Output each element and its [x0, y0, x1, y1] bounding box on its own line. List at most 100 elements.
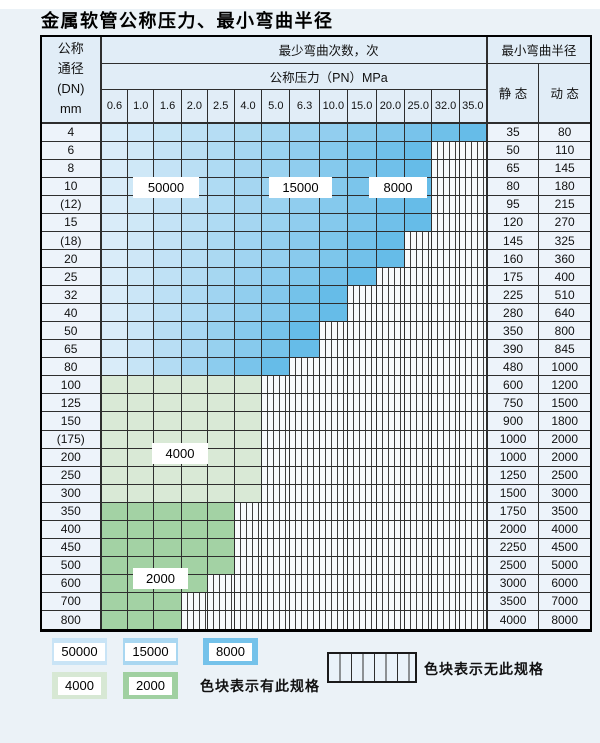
spec-cell [128, 376, 155, 395]
spec-cell [376, 141, 406, 160]
spec-cell [154, 358, 182, 377]
nospec-cell [290, 502, 320, 521]
nospec-cell [432, 376, 460, 395]
static-value-cell: 4000 [487, 610, 540, 629]
nospec-cell [262, 448, 291, 467]
spec-cell [181, 123, 208, 142]
nospec-cell [459, 538, 488, 557]
spec-cell [207, 394, 235, 413]
spec-cell [128, 358, 155, 377]
spec-cell [128, 286, 155, 305]
spec-cell [234, 213, 263, 232]
spec-cell [181, 213, 208, 232]
nospec-cell [432, 232, 460, 251]
nospec-cell [459, 556, 488, 575]
static-value-cell: 480 [487, 358, 540, 377]
spec-cell [128, 304, 155, 323]
static-header-cell: 静 态 [487, 63, 540, 124]
spec-cell [181, 268, 208, 287]
nospec-cell [405, 538, 433, 557]
nospec-cell [459, 232, 488, 251]
spec-cell [154, 232, 182, 251]
dn-cell: 6 [42, 141, 102, 160]
legend-swatch-15000: 15000 [123, 638, 178, 665]
dn-header-line: (DN) [57, 81, 85, 97]
spec-cell [128, 268, 155, 287]
dn-cell: 4 [42, 123, 102, 142]
pressure-tick-cell: 1.6 [154, 89, 182, 124]
nospec-cell [347, 394, 377, 413]
spec-cell [207, 232, 235, 251]
nospec-cell [405, 502, 433, 521]
nospec-cell [290, 574, 320, 593]
spec-cell [234, 430, 263, 449]
static-value-cell: 350 [487, 322, 540, 341]
pressure-tick-cell: 35.0 [459, 89, 488, 124]
static-value-cell: 65 [487, 159, 540, 178]
nospec-cell [376, 394, 406, 413]
spec-cell [262, 286, 291, 305]
spec-cell [154, 304, 182, 323]
nospec-cell [347, 466, 377, 485]
dn-cell: 8 [42, 159, 102, 178]
spec-cell [319, 123, 348, 142]
spec-cell [181, 412, 208, 431]
dn-cell: 400 [42, 520, 102, 539]
dn-cell: 125 [42, 394, 102, 413]
nospec-cell [405, 430, 433, 449]
spec-cell [234, 250, 263, 269]
nospec-cell [262, 394, 291, 413]
dynamic-value-cell: 215 [539, 195, 590, 214]
spec-cell [154, 376, 182, 395]
static-value-cell: 1750 [487, 502, 540, 521]
cycles-header-cell: 最少弯曲次数，次 [101, 37, 488, 64]
nospec-cell [347, 610, 377, 629]
nospec-cell [459, 358, 488, 377]
spec-cell [234, 394, 263, 413]
nospec-cell [459, 484, 488, 503]
dn-cell: 10 [42, 177, 102, 196]
nospec-cell [459, 286, 488, 305]
static-value-cell: 900 [487, 412, 540, 431]
nospec-cell [376, 286, 406, 305]
spec-cell [101, 268, 129, 287]
static-value-cell: 1000 [487, 430, 540, 449]
spec-cell [154, 195, 182, 214]
region-label-8000: 8000 [369, 177, 427, 198]
spec-cell [154, 394, 182, 413]
region-label-2000: 2000 [133, 568, 188, 589]
spec-cell [405, 123, 433, 142]
spec-cell [207, 286, 235, 305]
static-value-cell: 160 [487, 250, 540, 269]
nospec-cell [347, 520, 377, 539]
dynamic-value-cell: 1500 [539, 394, 590, 413]
dynamic-header-cell: 动 态 [539, 63, 590, 124]
spec-cell [154, 538, 182, 557]
spec-cell [207, 556, 235, 575]
nospec-cell [405, 412, 433, 431]
nospec-cell [376, 592, 406, 611]
spec-cell [128, 213, 155, 232]
spec-cell [154, 610, 182, 629]
spec-cell [181, 502, 208, 521]
nospec-cell [319, 520, 348, 539]
spec-cell [290, 304, 320, 323]
nospec-cell [432, 592, 460, 611]
spec-cell [319, 213, 348, 232]
nospec-cell [319, 322, 348, 341]
static-value-cell: 120 [487, 213, 540, 232]
spec-cell [234, 286, 263, 305]
nospec-cell [432, 394, 460, 413]
static-value-cell: 2000 [487, 520, 540, 539]
nospec-cell [405, 250, 433, 269]
spec-cell [347, 213, 377, 232]
pressure-tick-cell: 2.5 [207, 89, 235, 124]
spec-cell [207, 448, 235, 467]
dynamic-value-cell: 400 [539, 268, 590, 287]
nospec-cell [290, 466, 320, 485]
legend-swatch-2000: 2000 [123, 672, 178, 699]
spec-cell [101, 574, 129, 593]
spec-cell [101, 123, 129, 142]
nospec-cell [459, 430, 488, 449]
nospec-cell [347, 574, 377, 593]
